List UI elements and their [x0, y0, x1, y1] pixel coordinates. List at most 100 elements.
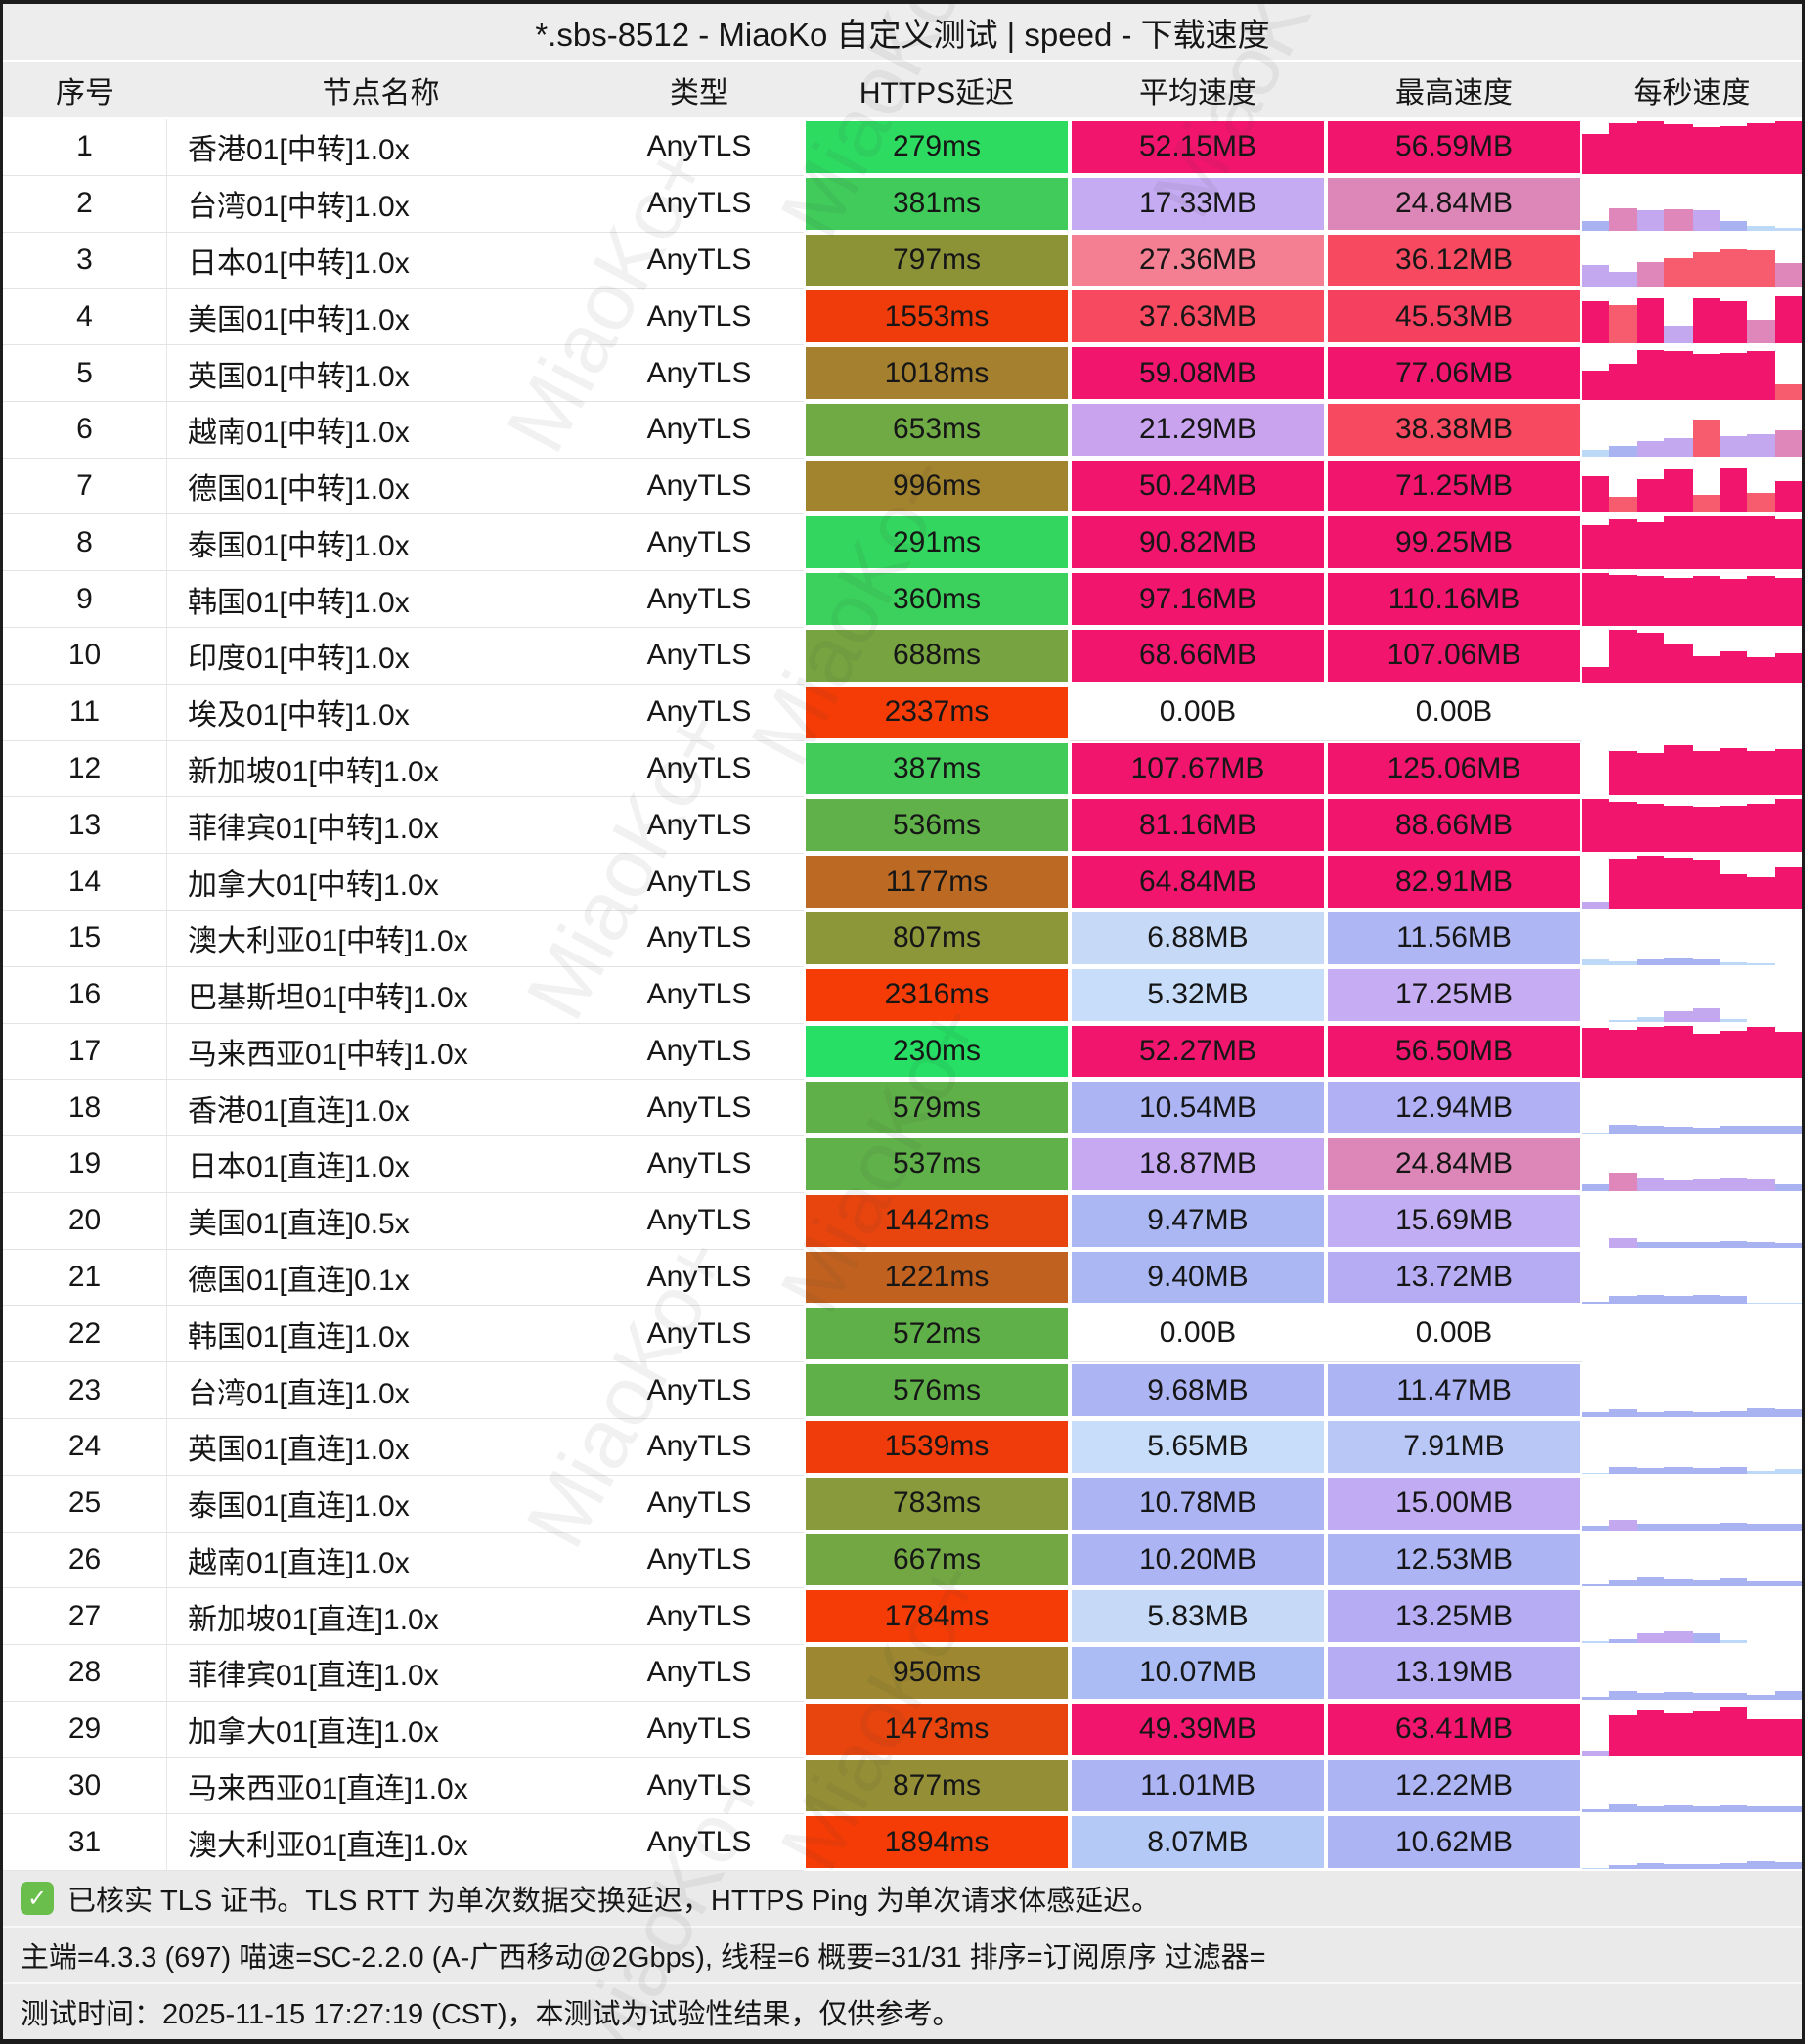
avg-speed-cell: 11.01MB: [1070, 1758, 1326, 1815]
row-index-cell: 17: [3, 1023, 167, 1081]
max-speed-value: 63.41MB: [1328, 1703, 1580, 1755]
row-index-cell: 27: [3, 1588, 167, 1646]
latency-cell: 797ms: [804, 233, 1070, 289]
node-name-cell: 英国01[中转]1.0x: [167, 345, 594, 402]
max-speed-cell: 77.06MB: [1326, 345, 1582, 402]
speed-sparkline: [1582, 1364, 1802, 1417]
row-index-cell: 20: [3, 1192, 167, 1250]
avg-speed-cell: 97.16MB: [1070, 571, 1326, 628]
avg-speed-cell: 27.36MB: [1070, 233, 1326, 289]
node-type-cell: AnyTLS: [594, 176, 804, 233]
node-name-cell: 越南01[中转]1.0x: [167, 401, 594, 459]
per-second-speed-cell: [1582, 1080, 1802, 1136]
speed-sparkline: [1582, 1478, 1802, 1531]
avg-speed-value: 90.82MB: [1072, 516, 1324, 569]
table-row: 1 香港01[中转]1.0x AnyTLS 279ms 52.15MB 56.5…: [3, 119, 1802, 176]
node-type-cell: AnyTLS: [594, 628, 804, 685]
node-name-cell: 美国01[中转]1.0x: [167, 289, 594, 346]
node-type-cell: AnyTLS: [594, 911, 804, 967]
avg-speed-value: 50.24MB: [1072, 460, 1324, 512]
latency-value: 797ms: [806, 234, 1068, 287]
node-type-cell: AnyTLS: [594, 1588, 804, 1646]
latency-value: 688ms: [806, 630, 1068, 682]
row-index-cell: 12: [3, 740, 167, 798]
max-speed-cell: 10.62MB: [1326, 1814, 1582, 1871]
avg-speed-value: 52.27MB: [1072, 1025, 1324, 1078]
table-row: 22 韩国01[直连]1.0x AnyTLS 572ms 0.00B 0.00B: [3, 1306, 1802, 1363]
avg-speed-cell: 9.68MB: [1070, 1362, 1326, 1419]
node-type-cell: AnyTLS: [594, 1080, 804, 1137]
max-speed-cell: 56.59MB: [1326, 119, 1582, 176]
avg-speed-value: 27.36MB: [1072, 234, 1324, 287]
max-speed-value: 45.53MB: [1328, 290, 1580, 343]
avg-speed-cell: 10.07MB: [1070, 1645, 1326, 1702]
row-index-cell: 7: [3, 458, 167, 515]
speed-sparkline: [1582, 1760, 1802, 1813]
latency-value: 653ms: [806, 403, 1068, 456]
avg-speed-value: 81.16MB: [1072, 799, 1324, 852]
per-second-speed-cell: [1582, 1588, 1802, 1645]
latency-value: 1894ms: [806, 1816, 1068, 1869]
latency-cell: 1894ms: [804, 1814, 1070, 1871]
latency-cell: 1553ms: [804, 289, 1070, 345]
per-second-speed-cell: [1582, 685, 1802, 741]
avg-speed-cell: 18.87MB: [1070, 1136, 1326, 1193]
speed-sparkline: [1582, 1195, 1802, 1248]
row-index-cell: 6: [3, 401, 167, 459]
avg-speed-value: 107.67MB: [1072, 742, 1324, 795]
latency-value: 783ms: [806, 1477, 1068, 1530]
avg-speed-cell: 37.63MB: [1070, 289, 1326, 345]
column-header-name: 节点名称: [322, 76, 440, 110]
table-row: 21 德国01[直连]0.1x AnyTLS 1221ms 9.40MB 13.…: [3, 1249, 1802, 1307]
latency-cell: 381ms: [804, 176, 1070, 233]
node-name-cell: 泰国01[直连]1.0x: [167, 1475, 594, 1533]
row-index-cell: 31: [3, 1814, 167, 1872]
node-name-cell: 加拿大01[直连]1.0x: [167, 1701, 594, 1758]
avg-speed-cell: 9.40MB: [1070, 1250, 1326, 1307]
latency-value: 572ms: [806, 1308, 1068, 1360]
latency-cell: 1221ms: [804, 1250, 1070, 1307]
table-row: 7 德国01[中转]1.0x AnyTLS 996ms 50.24MB 71.2…: [3, 458, 1802, 515]
avg-speed-cell: 90.82MB: [1070, 514, 1326, 571]
speed-sparkline: [1582, 121, 1802, 174]
latency-value: 381ms: [806, 177, 1068, 230]
row-index-cell: 28: [3, 1645, 167, 1702]
max-speed-cell: 15.69MB: [1326, 1193, 1582, 1250]
node-type-cell: AnyTLS: [594, 402, 804, 459]
max-speed-value: 110.16MB: [1328, 573, 1580, 626]
latency-value: 291ms: [806, 516, 1068, 569]
node-type-cell: AnyTLS: [594, 854, 804, 911]
latency-value: 996ms: [806, 460, 1068, 512]
table-row: 24 英国01[直连]1.0x AnyTLS 1539ms 5.65MB 7.9…: [3, 1418, 1802, 1476]
avg-speed-value: 17.33MB: [1072, 177, 1324, 230]
latency-cell: 291ms: [804, 514, 1070, 571]
per-second-speed-cell: [1582, 1758, 1802, 1815]
column-header-spark: 每秒速度: [1633, 76, 1751, 110]
footer-line-time: 测试时间：2025-11-15 17:27:19 (CST)，本测试为试验性结果…: [3, 1982, 1802, 2039]
max-speed-value: 17.25MB: [1328, 968, 1580, 1021]
node-type-cell: AnyTLS: [594, 289, 804, 346]
node-type-cell: AnyTLS: [594, 1645, 804, 1702]
max-speed-value: 13.19MB: [1328, 1647, 1580, 1699]
table-row: 11 埃及01[中转]1.0x AnyTLS 2337ms 0.00B 0.00…: [3, 684, 1802, 741]
max-speed-cell: 45.53MB: [1326, 289, 1582, 345]
max-speed-value: 56.59MB: [1328, 121, 1580, 173]
node-name-cell: 马来西亚01[中转]1.0x: [167, 1023, 594, 1081]
max-speed-cell: 13.72MB: [1326, 1250, 1582, 1307]
node-type-cell: AnyTLS: [594, 967, 804, 1024]
row-index-cell: 5: [3, 345, 167, 402]
column-header-avg: 平均速度: [1139, 76, 1256, 110]
node-name-cell: 德国01[直连]0.1x: [167, 1249, 594, 1307]
per-second-speed-cell: [1582, 345, 1802, 402]
latency-value: 807ms: [806, 911, 1068, 964]
max-speed-cell: 88.66MB: [1326, 797, 1582, 854]
footer: ✓ 已核实 TLS 证书。TLS RTT 为单次数据交换延迟，HTTPS Pin…: [3, 1871, 1802, 2039]
table-row: 13 菲律宾01[中转]1.0x AnyTLS 536ms 81.16MB 88…: [3, 797, 1802, 855]
node-name-cell: 菲律宾01[中转]1.0x: [167, 797, 594, 855]
max-speed-cell: 99.25MB: [1326, 514, 1582, 571]
avg-speed-cell: 10.54MB: [1070, 1080, 1326, 1136]
speed-sparkline: [1582, 516, 1802, 570]
row-index-cell: 3: [3, 232, 167, 289]
avg-speed-value: 49.39MB: [1072, 1703, 1324, 1755]
per-second-speed-cell: [1582, 289, 1802, 345]
